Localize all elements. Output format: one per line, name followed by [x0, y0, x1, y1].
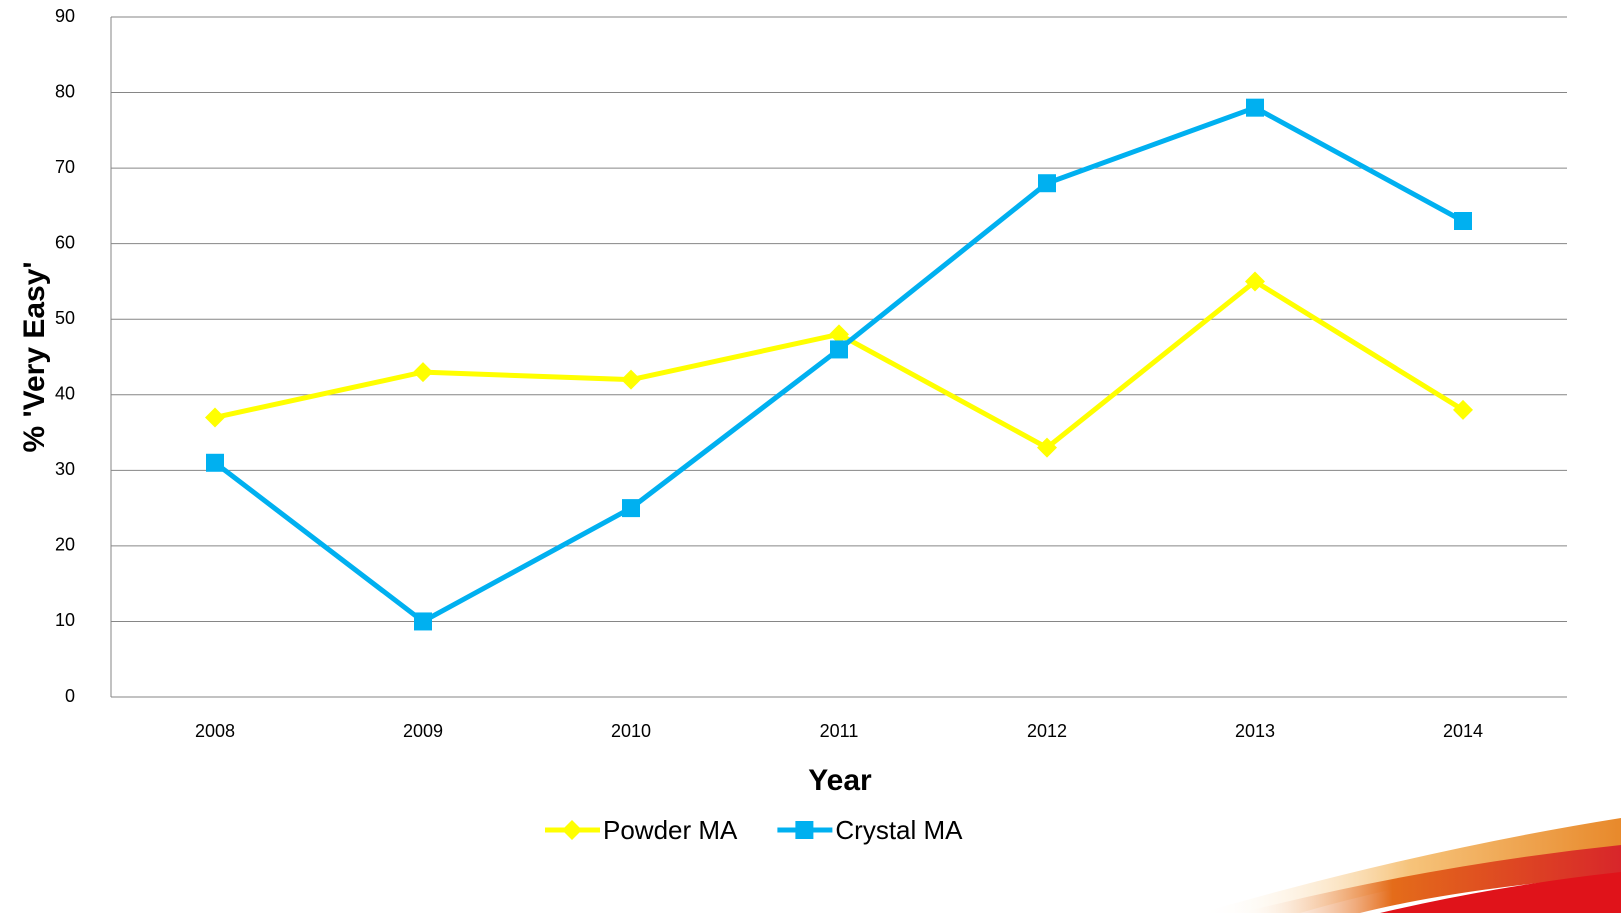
- y-tick-label: 60: [55, 232, 75, 252]
- y-axis-title: % 'Very Easy': [18, 261, 51, 452]
- series-line: [215, 108, 1463, 622]
- legend-label: Crystal MA: [835, 815, 963, 845]
- x-tick-label: 2010: [611, 721, 651, 741]
- legend-marker: [795, 821, 813, 839]
- y-tick-label: 90: [55, 6, 75, 26]
- data-point: [1454, 212, 1472, 230]
- data-point: [830, 340, 848, 358]
- y-tick-label: 10: [55, 610, 75, 630]
- x-axis-title: Year: [808, 764, 872, 797]
- data-point: [622, 499, 640, 517]
- data-point: [621, 370, 641, 390]
- y-tick-label: 70: [55, 157, 75, 177]
- y-tick-label: 40: [55, 384, 75, 404]
- data-point: [205, 407, 225, 427]
- data-point: [1246, 99, 1264, 117]
- x-tick-label: 2009: [403, 721, 443, 741]
- legend-marker: [562, 820, 582, 840]
- x-tick-label: 2013: [1235, 721, 1275, 741]
- chart: Year % 'Very Easy' 0 10 20 30 40 50 60 70 80 90 20…: [0, 0, 1621, 913]
- x-tick-label: 2008: [195, 721, 235, 741]
- data-point: [1038, 174, 1056, 192]
- legend-label: Powder MA: [603, 815, 738, 845]
- x-tick-label: 2011: [820, 721, 859, 741]
- data-point: [414, 612, 432, 630]
- decoration: [1200, 818, 1621, 913]
- series-line: [215, 281, 1463, 447]
- y-tick-label: 0: [65, 686, 75, 706]
- x-tick-label: 2014: [1443, 721, 1483, 741]
- y-tick-label: 20: [55, 535, 75, 555]
- data-point: [206, 454, 224, 472]
- y-tick-label: 50: [55, 308, 75, 328]
- y-tick-label: 30: [55, 459, 75, 479]
- y-tick-label: 80: [55, 81, 75, 101]
- data-point: [413, 362, 433, 382]
- x-tick-label: 2012: [1027, 721, 1067, 741]
